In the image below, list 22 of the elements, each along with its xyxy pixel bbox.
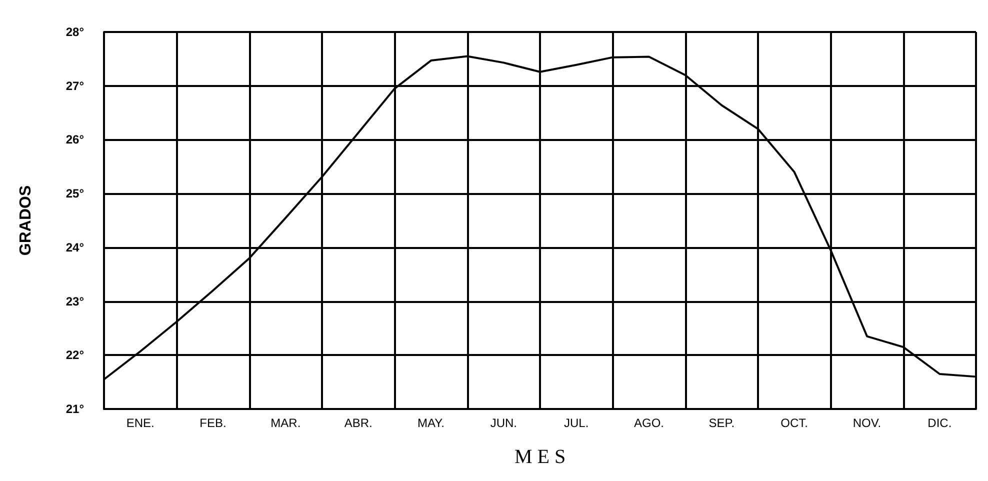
- y-tick-label: 22°: [66, 348, 84, 362]
- y-tick-label: 25°: [66, 186, 84, 201]
- x-tick-label: ENE.: [126, 416, 154, 430]
- x-tick-label: SEP.: [708, 416, 735, 430]
- x-tick-label: DIC.: [928, 416, 952, 430]
- y-axis-title: GRADOS: [18, 185, 34, 256]
- x-tick-label: OCT.: [780, 416, 808, 430]
- y-tick-label: 27°: [66, 78, 84, 93]
- y-tick-label: 23°: [66, 294, 84, 308]
- x-tick-label: FEB.: [200, 416, 226, 430]
- x-tick-label: MAY.: [418, 416, 444, 430]
- x-tick-label: ABR.: [344, 416, 372, 430]
- y-tick-label: 24°: [66, 240, 84, 254]
- x-tick-label: JUL.: [564, 416, 589, 430]
- y-tick-label: 21°: [66, 402, 84, 416]
- x-tick-label: MAR.: [270, 416, 301, 430]
- y-tick-label: 26°: [66, 132, 84, 147]
- x-tick-label: AGO.: [634, 416, 664, 430]
- x-tick-label: NOV.: [852, 416, 882, 430]
- x-axis-title: M E S: [514, 446, 566, 468]
- x-tick-label: JUN.: [490, 416, 518, 430]
- y-tick-label: 28°: [66, 25, 84, 39]
